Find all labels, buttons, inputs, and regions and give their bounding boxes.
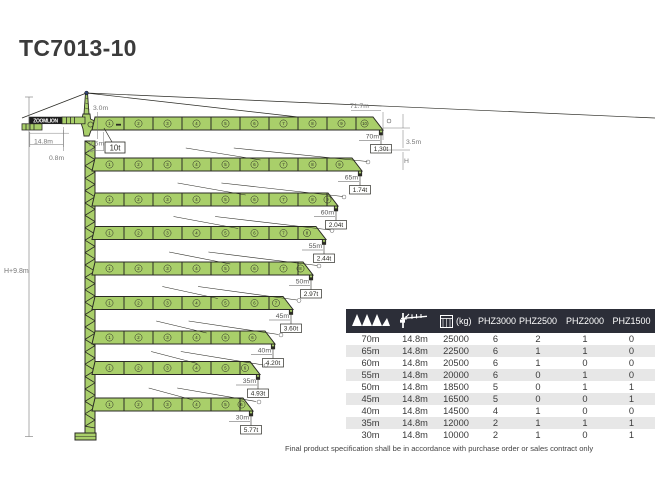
svg-text:50m: 50m [296,279,310,286]
svg-text:10t: 10t [110,144,122,153]
svg-text:H+9.8m: H+9.8m [4,268,29,275]
svg-text:14.8m: 14.8m [34,139,53,146]
svg-text:4.93t: 4.93t [251,390,266,397]
svg-text:0.8m: 0.8m [49,155,64,162]
svg-text:3.60t: 3.60t [284,325,299,332]
svg-text:3.5m: 3.5m [406,139,421,146]
svg-text:5.77t: 5.77t [244,427,259,434]
svg-text:35m: 35m [243,378,257,385]
svg-text:2.5m: 2.5m [89,141,104,148]
svg-text:2.04t: 2.04t [329,222,344,229]
svg-text:55m: 55m [309,243,323,250]
svg-text:60m: 60m [321,210,335,217]
svg-text:2.97t: 2.97t [304,291,319,298]
svg-text:70m: 70m [366,134,380,141]
svg-text:71.7m: 71.7m [350,103,369,110]
svg-text:10: 10 [362,121,367,126]
svg-text:30m: 30m [236,415,250,422]
svg-text:45m: 45m [276,313,290,320]
svg-text:2.44t: 2.44t [317,255,332,262]
svg-text:40m: 40m [258,348,272,355]
svg-text:3.0m: 3.0m [93,105,108,112]
svg-text:1,30t: 1,30t [374,146,389,153]
svg-text:1.74t: 1.74t [353,187,368,194]
svg-text:H: H [404,158,409,165]
svg-text:65m: 65m [345,175,359,182]
